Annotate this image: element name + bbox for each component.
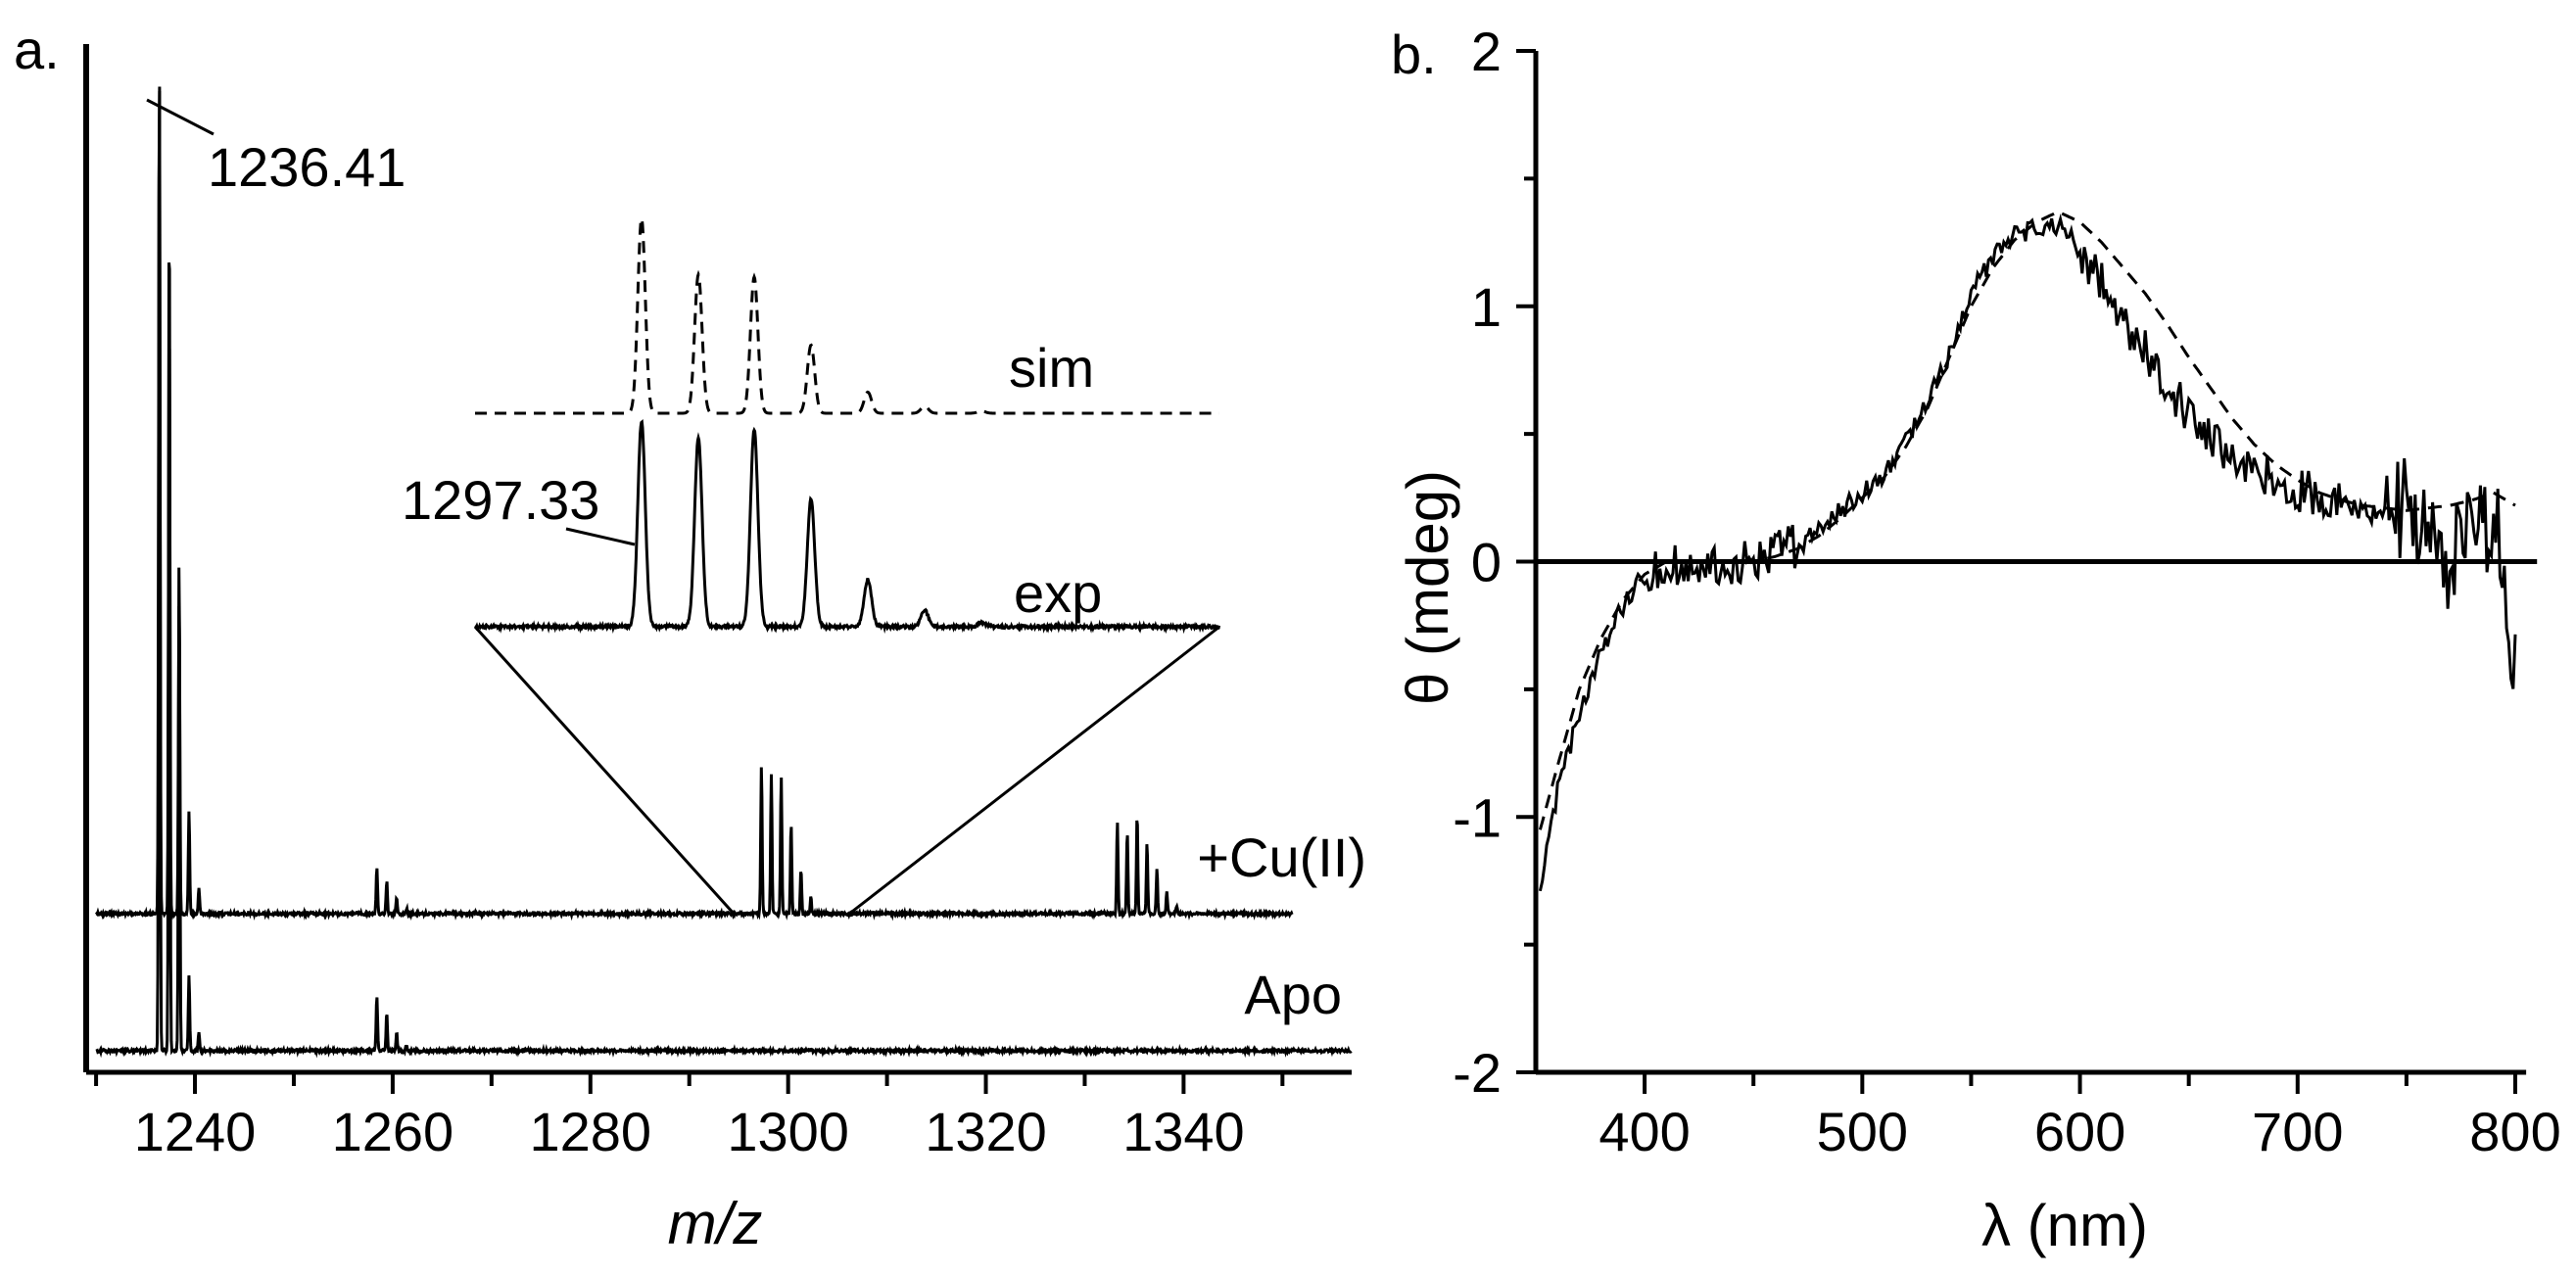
inset-zoom-line-right bbox=[848, 625, 1220, 916]
series-label-apo: Apo bbox=[1244, 964, 1342, 1025]
panel-b-x-tick-label: 600 bbox=[2034, 1101, 2125, 1162]
panel-a-x-tick-label: 1240 bbox=[134, 1101, 257, 1162]
panel-a-label: a. bbox=[14, 19, 60, 80]
peak-label-1236-leader bbox=[146, 98, 215, 136]
inset-peak-label-1297: 1297.33 bbox=[402, 469, 599, 531]
panel-b-y-axis-title: θ (mdeg) bbox=[1395, 470, 1460, 705]
cd-curve-experimental bbox=[1538, 213, 2517, 892]
cd-curve-simulated bbox=[1538, 210, 2516, 830]
inset-zoom-line-left bbox=[473, 625, 736, 916]
panel-a-x-tick-label: 1260 bbox=[332, 1101, 454, 1162]
panel-b-curves bbox=[1538, 210, 2517, 892]
panel-a-x-tick-label: 1340 bbox=[1122, 1101, 1245, 1162]
inset-trace-sim bbox=[475, 214, 1219, 415]
panel-a-x-tick-label: 1300 bbox=[727, 1101, 849, 1162]
peak-label-1236: 1236.41 bbox=[208, 136, 405, 198]
panel-a-mass-spectrum: a. 1240 1260 1280 1300 1320 1340 +Cu(II) Apo s… bbox=[14, 19, 1366, 1256]
panel-b-y-tick-label: 1 bbox=[1471, 276, 1502, 338]
panel-b-axes: -2 -1 0 1 2 400 500 600 700 800 bbox=[1453, 21, 2561, 1162]
panel-a-axes: 1240 1260 1280 1300 1320 1340 bbox=[83, 44, 1352, 1162]
inset-series-label-exp: exp bbox=[1014, 562, 1102, 624]
panel-b-y-tick-label: -1 bbox=[1453, 786, 1502, 848]
inset-peak-label-leader bbox=[565, 527, 636, 546]
panel-b-x-tick-label: 400 bbox=[1598, 1101, 1690, 1162]
panel-a-x-tick-label: 1320 bbox=[925, 1101, 1047, 1162]
series-label-cuii: +Cu(II) bbox=[1197, 827, 1366, 888]
panel-b-cd-spectrum: b. -2 -1 0 1 2 400 500 600 700 800 λ (nm) θ (mdeg… bbox=[1391, 21, 2561, 1258]
inset-trace-exp bbox=[474, 419, 1221, 635]
panel-b-x-tick-label: 500 bbox=[1817, 1101, 1908, 1162]
panel-a-spectra: +Cu(II) Apo bbox=[94, 86, 1366, 1059]
spectrum-trace-apo bbox=[95, 90, 1353, 1059]
panel-b-x-axis-title: λ (nm) bbox=[1981, 1193, 2148, 1258]
spectrum-trace-cuii bbox=[94, 86, 1294, 922]
panel-b-y-tick-label: -2 bbox=[1453, 1042, 1502, 1104]
panel-b-x-tick-label: 700 bbox=[2252, 1101, 2343, 1162]
panel-b-y-tick-label: 0 bbox=[1471, 532, 1502, 593]
panel-b-label: b. bbox=[1391, 24, 1437, 85]
panel-a-inset: sim exp 1297.33 bbox=[402, 214, 1221, 916]
panel-b-y-tick-label: 2 bbox=[1471, 21, 1502, 82]
panel-a-x-tick-label: 1280 bbox=[529, 1101, 651, 1162]
panel-a-x-axis-title: m/z bbox=[668, 1191, 763, 1256]
panel-b-x-tick-label: 800 bbox=[2469, 1101, 2560, 1162]
inset-series-label-sim: sim bbox=[1009, 337, 1094, 399]
